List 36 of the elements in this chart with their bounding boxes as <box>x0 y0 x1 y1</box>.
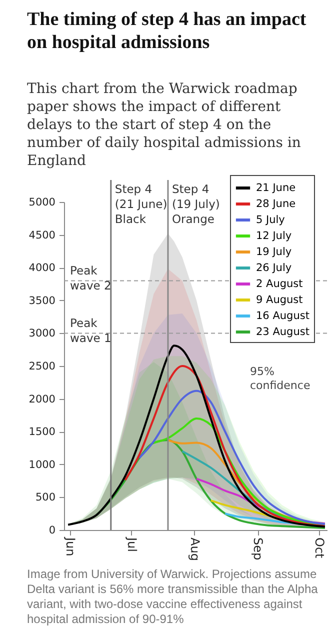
legend-label: 23 August <box>256 326 310 338</box>
legend-label: 12 July <box>256 230 292 242</box>
legend-label: 26 July <box>256 262 292 274</box>
y-tick-label: 4000 <box>28 262 56 274</box>
line-series <box>138 390 326 526</box>
legend-label: 2 August <box>256 278 303 290</box>
legend-label: 9 August <box>256 294 303 306</box>
ref-line-label: Step 4 (21 June) Black <box>114 182 168 226</box>
x-tick-label: Oct <box>312 538 326 559</box>
y-tick-label: 4500 <box>28 229 56 242</box>
ref-line-label: Step 4 (19 July) Orange <box>172 182 220 226</box>
x-tick-label: Sep <box>251 538 266 560</box>
x-tick-label: Jun <box>64 536 78 556</box>
line-series <box>124 365 326 528</box>
chart-title: The timing of step 4 has an impact on hospital admissions <box>27 8 308 54</box>
ref-line-label: Peak wave 1 <box>70 316 112 346</box>
y-tick-label: 5000 <box>28 196 56 208</box>
y-tick-label: 2000 <box>28 393 56 406</box>
legend-label: 5 July <box>256 214 285 226</box>
legend-label: 28 June <box>256 198 296 210</box>
y-tick-label: 3000 <box>28 328 56 340</box>
legend-label: 16 August <box>256 310 310 322</box>
legend-label: 19 July <box>256 246 292 258</box>
x-tick-label: Jul <box>124 536 139 552</box>
y-tick-label: 500 <box>35 492 56 504</box>
text: Image from University of Warwick. Projections assume Delta variant is 56% more transmissible than the Alpha variant, with two-dose vaccine effectiveness against hospital admission of 90-91% <box>27 567 319 627</box>
ref-line-label: Peak wave 2 <box>70 264 112 293</box>
y-tick-label: 1500 <box>28 426 56 438</box>
annotation: 95% confidence <box>250 365 310 392</box>
legend-label: 21 June <box>256 182 296 194</box>
x-tick-label: Aug <box>188 538 202 561</box>
y-tick-label: 2500 <box>28 360 56 372</box>
y-tick-label: 0 <box>48 524 56 536</box>
chart-subtitle: This chart from the Warwick roadmap paper shows the impact of different delays to the start of step 4 on the number of daily hospital admissions in England <box>27 80 302 170</box>
y-tick-label: 3500 <box>28 294 56 307</box>
y-tick-label: 1000 <box>28 458 56 471</box>
